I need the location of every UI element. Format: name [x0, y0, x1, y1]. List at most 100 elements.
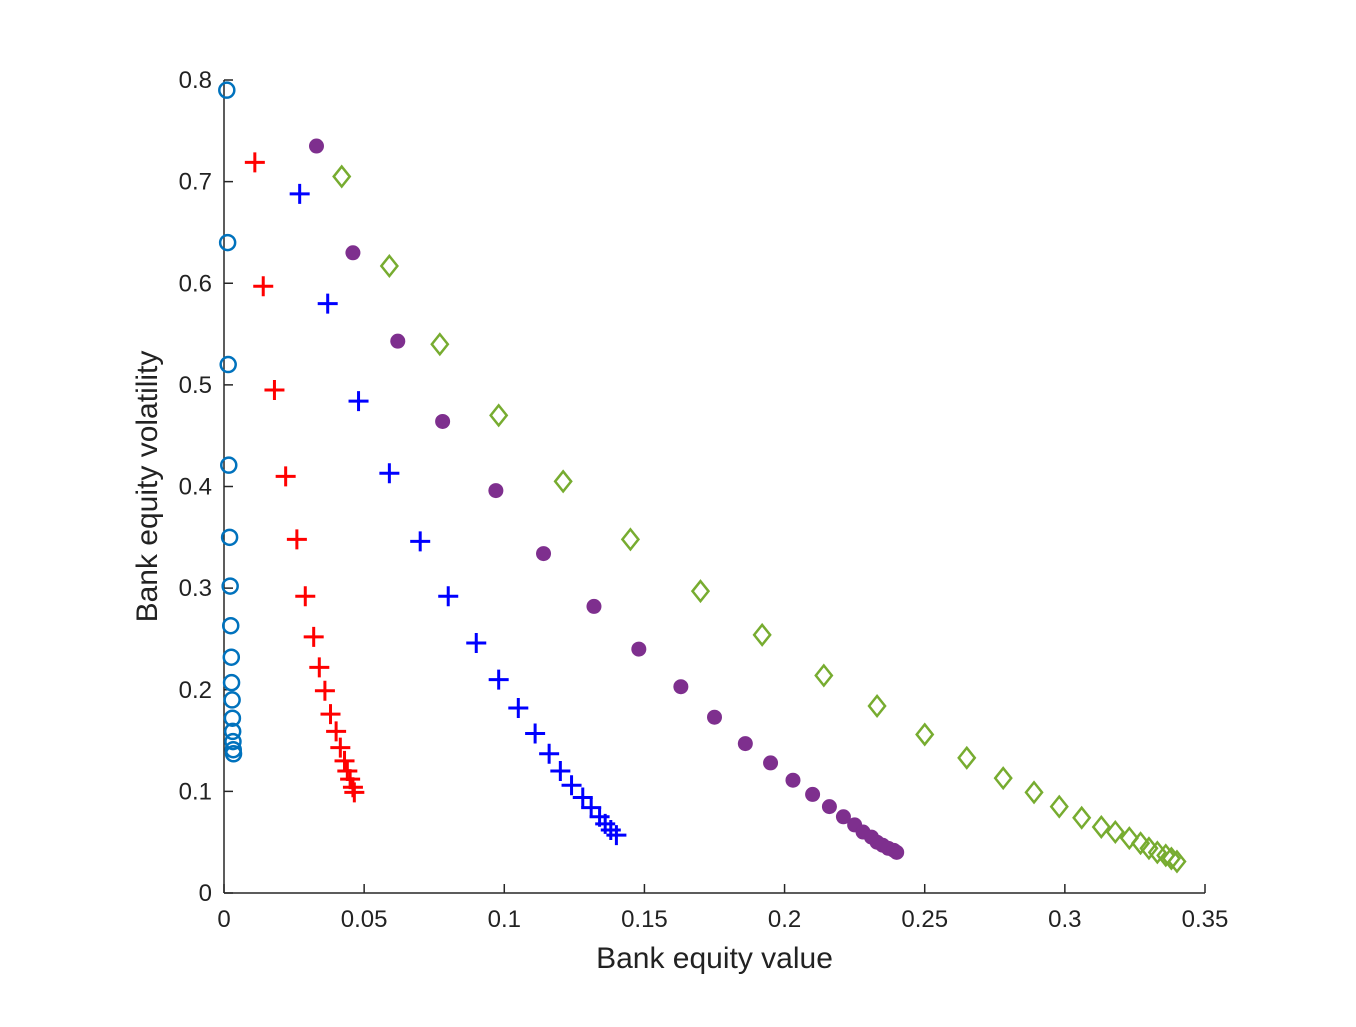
- data-point: [993, 766, 1013, 791]
- y-tick-label: 0.4: [179, 474, 212, 501]
- y-tick-label: 0.6: [179, 270, 212, 297]
- data-point: [536, 546, 552, 562]
- data-point: [1105, 820, 1125, 845]
- data-point: [224, 745, 243, 763]
- data-point: [763, 755, 779, 771]
- data-point: [1167, 849, 1187, 874]
- data-point: [344, 782, 365, 803]
- data-point: [572, 787, 593, 808]
- data-point: [320, 704, 341, 725]
- y-ticks: 0 0.1 0.2 0.3 0.4 0.5 0.6 0.7 0.8: [179, 67, 233, 907]
- data-point: [221, 577, 239, 595]
- x-tick-label: 0.25: [901, 906, 948, 933]
- data-point: [317, 293, 338, 314]
- data-point: [707, 709, 722, 725]
- data-point: [275, 466, 296, 487]
- data-point: [539, 743, 560, 764]
- data-point: [525, 723, 546, 744]
- data-point: [957, 745, 977, 770]
- data-point: [332, 164, 352, 189]
- data-point: [379, 463, 400, 484]
- data-point: [223, 691, 241, 709]
- data-point: [620, 527, 641, 552]
- data-point: [218, 233, 237, 252]
- data-point: [1072, 805, 1092, 830]
- data-point: [1091, 814, 1111, 839]
- data-point: [1130, 831, 1151, 856]
- data-point: [334, 750, 355, 771]
- series-1: [218, 81, 243, 763]
- series-4: [308, 138, 905, 860]
- data-point: [805, 786, 821, 802]
- data-point: [309, 657, 330, 678]
- data-point: [673, 679, 689, 695]
- data-point: [220, 528, 239, 547]
- data-point: [220, 456, 238, 474]
- y-tick-label: 0.1: [179, 778, 212, 805]
- data-point: [219, 355, 237, 374]
- data-point: [1161, 846, 1181, 871]
- data-point: [752, 622, 772, 647]
- y-tick-label: 0.5: [179, 372, 212, 399]
- data-point: [915, 722, 935, 747]
- data-point: [1119, 826, 1139, 851]
- data-point: [889, 844, 905, 860]
- x-tick-label: 0.05: [341, 906, 388, 933]
- data-point: [581, 797, 602, 818]
- series-5: [332, 164, 1187, 874]
- data-point: [430, 332, 450, 357]
- y-tick-label: 0.2: [179, 677, 212, 704]
- data-point: [867, 694, 887, 719]
- x-tick-label: 0: [217, 906, 230, 933]
- data-point: [222, 673, 241, 692]
- data-point: [821, 799, 837, 815]
- series-2: [244, 152, 365, 803]
- data-point: [390, 333, 406, 349]
- data-point: [508, 698, 529, 719]
- data-point: [223, 722, 242, 741]
- data-point: [410, 531, 431, 552]
- x-tick-label: 0.2: [768, 906, 801, 933]
- data-point: [289, 183, 310, 204]
- data-point: [489, 403, 509, 428]
- axes: 0 0.05 0.1 0.15 0.2 0.25 0.3 0.35 0 0.1 0.2 0.3 0.4…: [179, 67, 1229, 933]
- data-point: [550, 761, 571, 782]
- data-point: [1024, 780, 1044, 805]
- data-marks: [218, 81, 1187, 874]
- data-point: [326, 721, 347, 742]
- y-axis-label: Bank equity volatility: [131, 351, 164, 623]
- y-tick-label: 0.7: [179, 169, 212, 196]
- x-tick-label: 0.3: [1048, 906, 1081, 933]
- y-tick-label: 0.8: [179, 67, 212, 94]
- series-3: [289, 183, 627, 846]
- y-tick-label: 0: [199, 880, 212, 907]
- data-point: [308, 138, 324, 154]
- data-point: [606, 825, 627, 846]
- data-point: [303, 626, 324, 647]
- data-point: [379, 253, 399, 278]
- data-point: [222, 648, 241, 666]
- data-point: [224, 732, 242, 751]
- data-point: [223, 709, 242, 727]
- y-tick-label: 0.3: [179, 575, 212, 602]
- data-point: [330, 737, 351, 758]
- data-point: [561, 775, 582, 796]
- data-point: [586, 598, 602, 614]
- x-ticks: 0 0.05 0.1 0.15 0.2 0.25 0.3 0.35: [217, 884, 1228, 933]
- data-point: [814, 663, 834, 688]
- x-tick-label: 0.15: [621, 906, 668, 933]
- data-point: [466, 633, 487, 654]
- data-point: [218, 81, 236, 99]
- data-point: [737, 736, 753, 752]
- data-point: [314, 680, 335, 701]
- data-point: [253, 276, 274, 297]
- data-point: [785, 772, 801, 788]
- x-tick-label: 0.35: [1182, 906, 1229, 933]
- data-point: [835, 809, 851, 825]
- data-point: [345, 245, 361, 261]
- data-point: [221, 616, 240, 635]
- data-point: [488, 483, 504, 499]
- data-point: [631, 641, 647, 657]
- data-point: [435, 413, 451, 429]
